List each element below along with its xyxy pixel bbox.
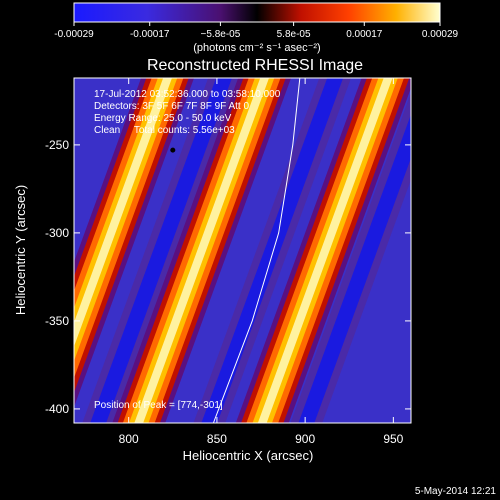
- peak-position-label: Position of Peak = [774,-301]: [94, 400, 223, 411]
- heatmap-band: [74, 78, 189, 393]
- annotation-time-range: 17-Jul-2012 03:52:36.000 to 03:58:10.000: [94, 89, 281, 100]
- plot-frame: [73, 77, 412, 424]
- x-tick-label: 850: [207, 432, 227, 446]
- heatmap-band: [74, 78, 178, 362]
- heatmap-band: [257, 78, 393, 423]
- peak-marker: [170, 147, 176, 153]
- colorbar-tick-label: −5.8e-05: [201, 29, 241, 40]
- y-axis-label: Heliocentric Y (arcsec): [13, 185, 28, 315]
- chart-title: Reconstructed RHESSI Image: [147, 57, 363, 74]
- annotation-energy-range: Energy Range: 25.0 - 50.0 keV: [94, 113, 232, 124]
- heatmap-band: [134, 78, 270, 423]
- heatmap-band: [201, 78, 344, 423]
- heatmap-band: [290, 92, 411, 423]
- y-tick-label: -250: [45, 138, 69, 152]
- x-tick-label: 950: [383, 432, 403, 446]
- colorbar-tick-label: 0.00017: [346, 29, 383, 40]
- y-tick-label: -350: [45, 314, 69, 328]
- colorbar-tick-label: 0.00029: [422, 29, 459, 40]
- footer-date: 5-May-2014 12:21: [415, 486, 497, 497]
- colorbar-ticks: -0.00029 -0.00017 −5.8e-05 5.8e-05 0.00017 0.…: [54, 22, 459, 40]
- heatmap-band: [74, 78, 195, 407]
- y-axis-ticks: -250 -300 -350 -400: [45, 138, 411, 416]
- x-tick-label: 900: [295, 432, 315, 446]
- annotation-total-counts: Clean Total counts: 5.56e+03: [94, 125, 235, 136]
- annotation-detectors: Detectors: 3F 5F 6F 7F 8F 9F Att 0: [94, 101, 249, 112]
- y-tick-label: -400: [45, 402, 69, 416]
- x-axis-label: Heliocentric X (arcsec): [183, 448, 314, 463]
- heatmap-stripes: [74, 78, 411, 423]
- heatmap-band: [298, 114, 411, 423]
- colorbar-unit-label: (photons cm⁻² s⁻¹ asec⁻²): [193, 42, 320, 54]
- y-tick-label: -300: [45, 226, 69, 240]
- colorbar: [73, 2, 441, 23]
- x-tick-label: 800: [119, 432, 139, 446]
- heatmap-band: [74, 78, 172, 347]
- colorbar-tick-label: 5.8e-05: [277, 29, 311, 40]
- x-axis-ticks: 800 850 900 950: [119, 78, 404, 446]
- colorbar-tick-label: -0.00017: [130, 29, 170, 40]
- heatmap-band: [90, 78, 232, 423]
- heatmap-band: [74, 78, 184, 378]
- colorbar-tick-label: -0.00029: [54, 29, 94, 40]
- solar-limb-line: [212, 78, 301, 423]
